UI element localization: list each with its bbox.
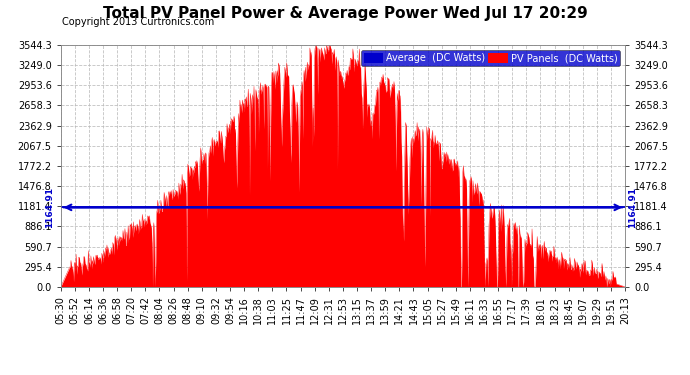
Text: Total PV Panel Power & Average Power Wed Jul 17 20:29: Total PV Panel Power & Average Power Wed… [103, 6, 587, 21]
Text: 1164.91: 1164.91 [628, 187, 637, 228]
Legend: Average  (DC Watts), PV Panels  (DC Watts): Average (DC Watts), PV Panels (DC Watts) [361, 50, 620, 66]
Text: Copyright 2013 Curtronics.com: Copyright 2013 Curtronics.com [62, 17, 215, 27]
Text: 1164.91: 1164.91 [45, 187, 54, 228]
